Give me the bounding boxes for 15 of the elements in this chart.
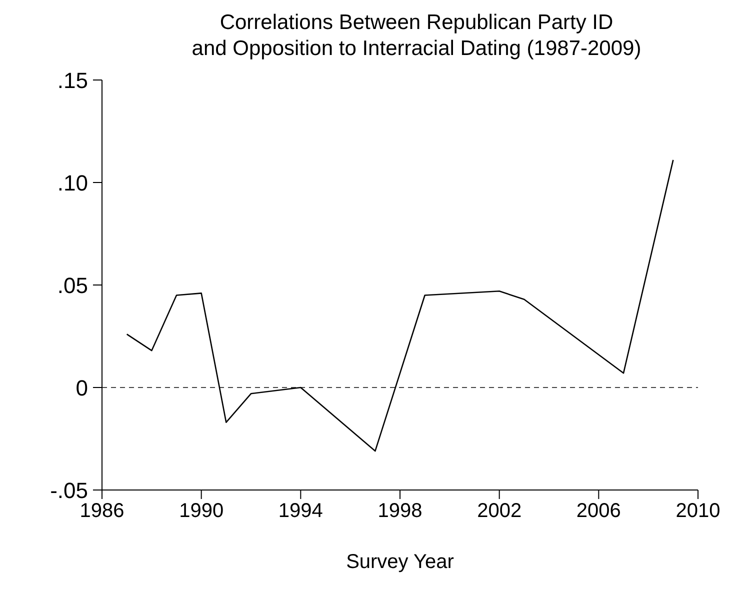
y-tick-label: 0 <box>76 375 88 400</box>
line-series <box>126 159 674 452</box>
chart-title: Correlations Between Republican Party ID and Opposition to Interracial Dating (1987-2009) <box>190 10 642 62</box>
y-tick-label: .15 <box>57 68 88 93</box>
x-axis-title: Survey Year <box>346 551 454 573</box>
x-tick-label: 1990 <box>179 500 224 522</box>
y-tick-label: .05 <box>57 272 88 298</box>
x-tick-label: 2010 <box>676 500 720 522</box>
x-tick-label: 1986 <box>80 500 124 522</box>
x-tick-label: 1998 <box>378 500 422 522</box>
x-tick-label: 2006 <box>576 500 621 522</box>
x-tick-label: 1994 <box>278 500 323 522</box>
y-tick-label: .10 <box>57 170 88 196</box>
y-tick-label: -.05 <box>50 478 88 503</box>
x-tick-label: 2002 <box>477 500 522 522</box>
